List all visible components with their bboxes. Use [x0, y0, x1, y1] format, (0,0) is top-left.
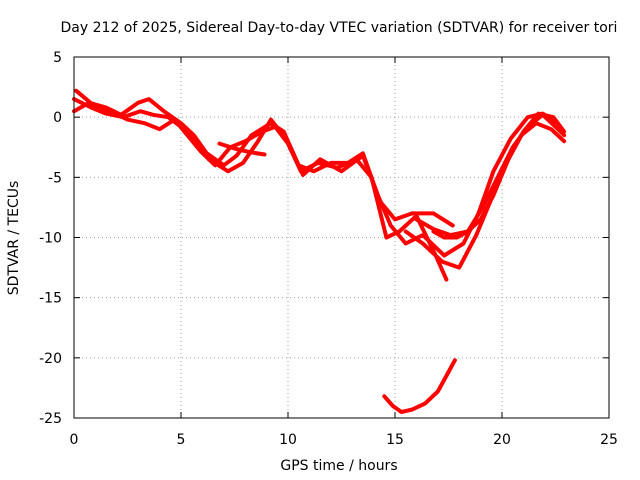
x-tick-label: 15	[386, 432, 404, 448]
x-tick-label: 20	[493, 432, 511, 448]
series-line-track-6	[414, 112, 567, 238]
y-tick-label: -15	[39, 291, 62, 307]
ticks: 0 5 10 15 20 25 5 0 -5 -10 -15 -20 -25	[39, 50, 618, 448]
series-line-track-7	[431, 111, 567, 240]
y-tick-label: -5	[48, 170, 62, 186]
x-tick-label: 0	[70, 432, 79, 448]
x-tick-label: 5	[177, 432, 186, 448]
y-axis-label: SDTVAR / TECUs	[6, 181, 22, 296]
chart-title: Day 212 of 2025, Sidereal Day-to-day VTE…	[61, 20, 618, 36]
series-line-track-2	[72, 97, 449, 282]
grid	[74, 57, 609, 418]
x-tick-label: 25	[600, 432, 618, 448]
y-tick-label: -25	[39, 411, 62, 427]
y-tick-label: 5	[53, 50, 62, 66]
x-tick-label: 10	[279, 432, 297, 448]
y-tick-label: -10	[39, 231, 62, 247]
series-line-track-8	[382, 358, 457, 414]
x-axis-label: GPS time / hours	[280, 458, 397, 474]
series-group	[72, 88, 567, 414]
series-line-track-4	[217, 141, 267, 157]
y-tick-label: 0	[53, 110, 62, 126]
y-tick-label: -20	[39, 351, 62, 367]
